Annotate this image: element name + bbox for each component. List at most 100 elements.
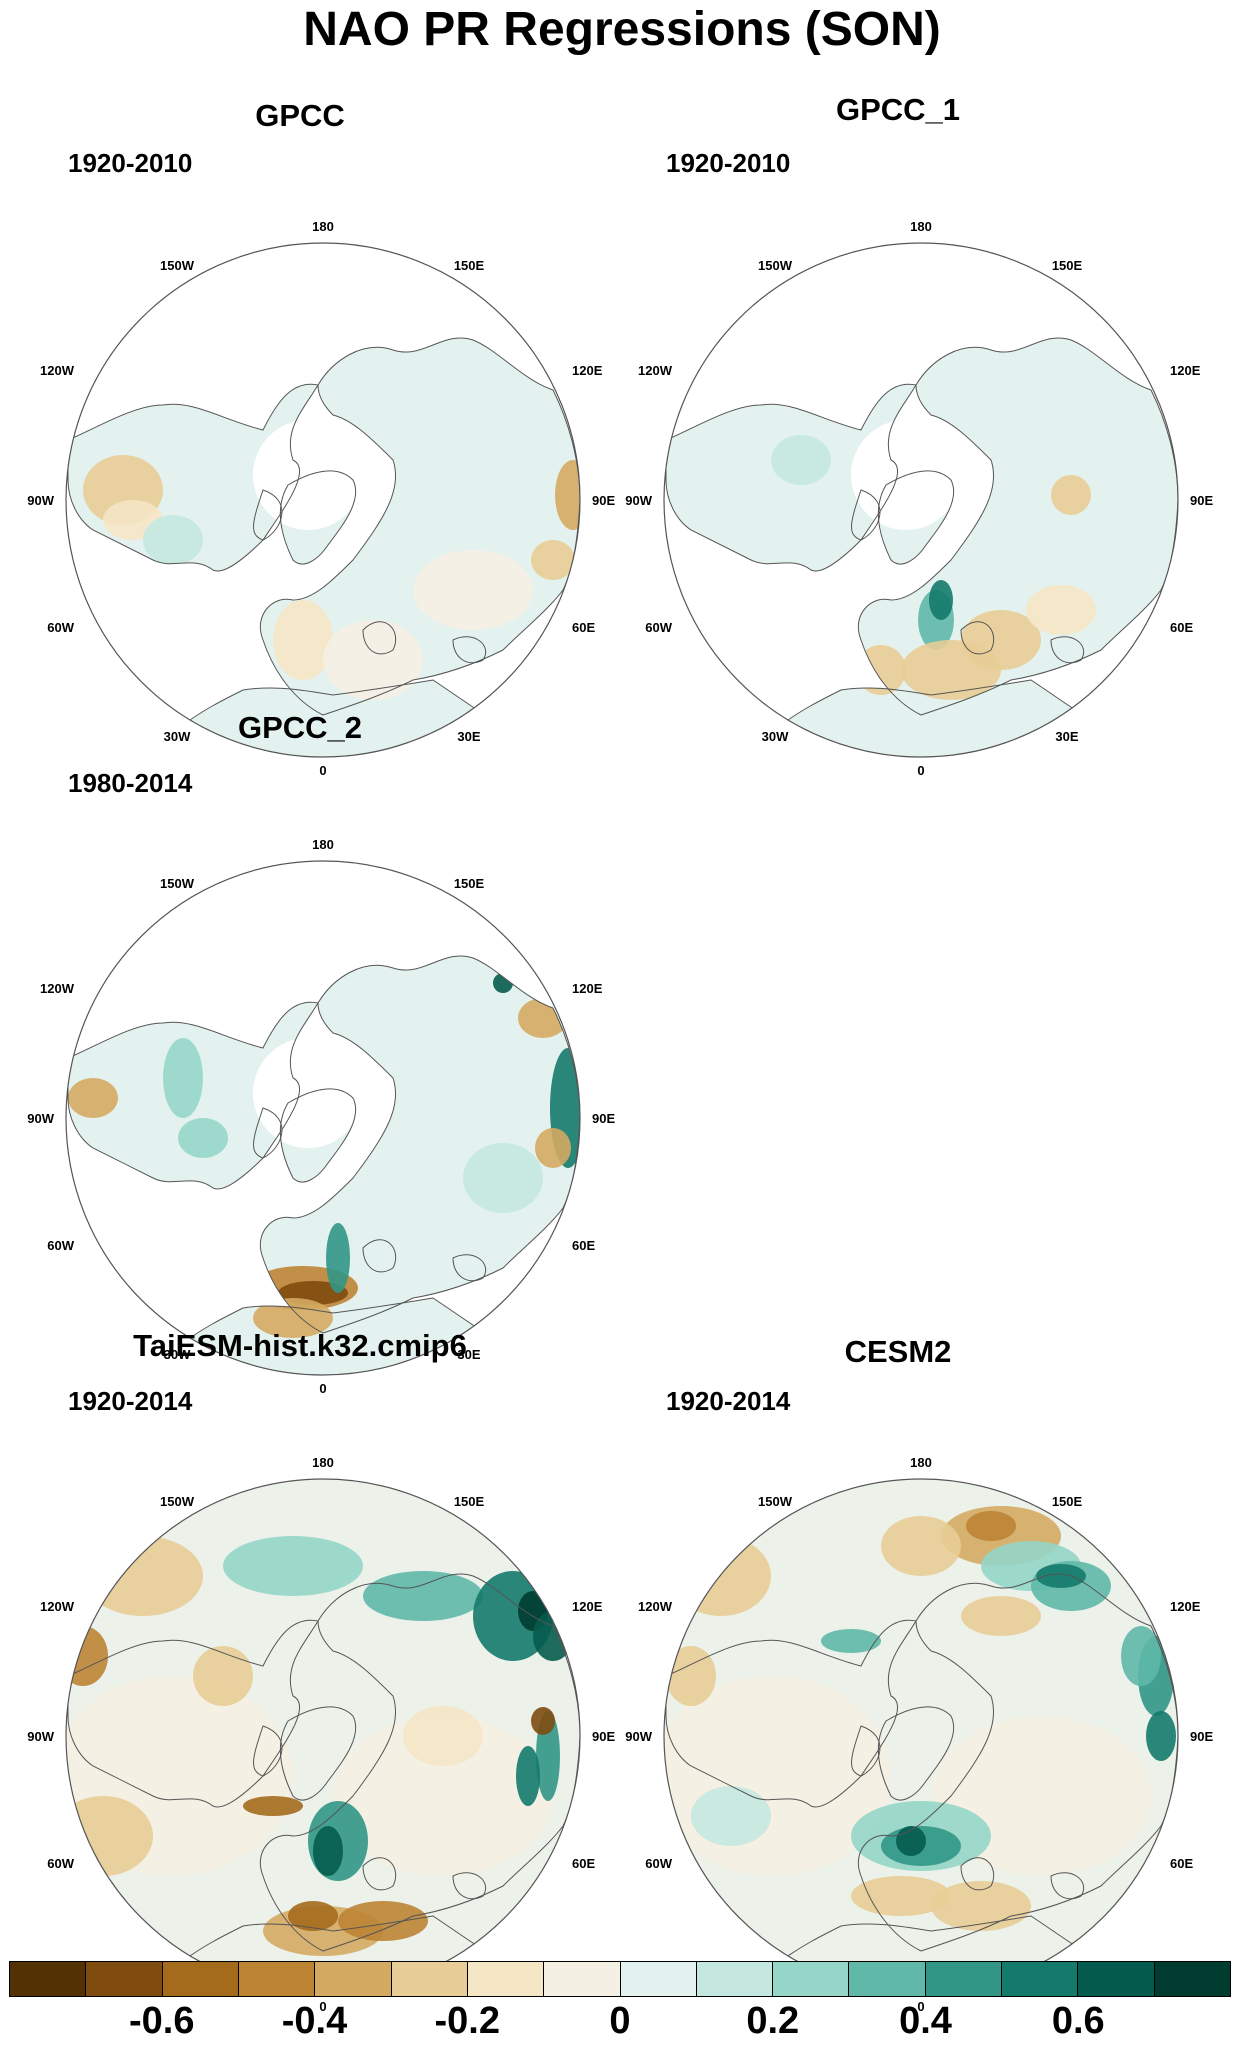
anomaly-patch — [66, 1626, 108, 1686]
longitude-label: 150W — [160, 1494, 195, 1509]
longitude-label: 30E — [1055, 729, 1078, 744]
coastline — [259, 955, 580, 1334]
anomaly-patch — [163, 1038, 203, 1118]
anomaly-patch — [1026, 585, 1096, 635]
anomaly-patch — [1111, 350, 1131, 370]
anomaly-patch — [531, 540, 575, 580]
longitude-label: 0 — [319, 1381, 326, 1396]
colorbar-tick-label: 0.6 — [1051, 2000, 1105, 2042]
anomaly-patch — [463, 1143, 543, 1213]
longitude-label: 60W — [47, 620, 74, 635]
anomaly-patch — [691, 1786, 771, 1846]
longitude-label: 60E — [572, 1238, 595, 1253]
longitude-label: 120E — [572, 981, 603, 996]
longitude-label: 90E — [592, 1729, 615, 1744]
longitude-label: 180 — [910, 1455, 932, 1470]
anomaly-patch — [273, 600, 333, 680]
colorbar-swatch — [620, 1962, 697, 1996]
colorbar-swatch — [773, 1962, 850, 1996]
longitude-label: 120E — [572, 363, 603, 378]
anomaly-patch — [223, 1536, 363, 1596]
longitude-label: 120W — [40, 1599, 75, 1614]
longitude-label: 150E — [454, 876, 485, 891]
longitude-label: 120E — [572, 1599, 603, 1614]
anomaly-patch — [363, 1571, 483, 1621]
longitude-label: 90W — [27, 1729, 54, 1744]
map-panel-cesm2: CESM2 1920-2014 180090W90E150W120W60W30W… — [598, 1318, 1213, 2014]
coastline — [362, 1857, 397, 1891]
longitude-label: 60E — [1170, 1856, 1193, 1871]
colorbar-tick-label: 0 — [609, 2000, 631, 2042]
anomaly-patch — [493, 973, 513, 993]
longitude-label: 0 — [319, 1999, 326, 2014]
map-boundary — [65, 860, 581, 1376]
longitude-label: 90E — [1190, 493, 1213, 508]
longitude-label: 120W — [638, 363, 673, 378]
coastline — [877, 470, 955, 565]
longitude-label: 120W — [40, 363, 75, 378]
longitude-label: 60W — [645, 620, 672, 635]
coastline — [259, 1573, 580, 1952]
panel-period: 1920-2014 — [68, 1386, 193, 1416]
anomaly-patch — [531, 1707, 555, 1735]
figure-title: NAO PR Regressions (SON) — [303, 3, 941, 56]
coastline — [279, 470, 357, 565]
longitude-label: 180 — [312, 837, 334, 852]
colorbar-swatch — [238, 1962, 316, 1996]
anomaly-patch — [253, 1298, 333, 1338]
anomaly-patch — [881, 1516, 961, 1576]
colorbar-tick-label: -0.2 — [434, 2000, 500, 2042]
longitude-label: 150E — [454, 1494, 485, 1509]
anomaly-patch — [961, 1596, 1041, 1636]
longitude-label: 90W — [27, 1111, 54, 1126]
colorbar-swatch — [925, 1962, 1003, 1996]
map-boundary — [65, 242, 581, 758]
longitude-label: 90E — [1190, 1729, 1213, 1744]
colorbar-swatch — [1078, 1962, 1155, 1996]
colorbar — [9, 1961, 1231, 1997]
panel-title: CESM2 — [844, 1334, 952, 1369]
anomaly-patch — [929, 580, 953, 620]
longitude-label: 150W — [758, 1494, 793, 1509]
anomaly-patch — [535, 1128, 571, 1168]
coastline — [857, 337, 1178, 716]
coastline — [851, 1725, 881, 1777]
coastline — [960, 1857, 995, 1891]
anomaly-patch — [851, 1876, 951, 1916]
longitude-label: 30E — [457, 1347, 480, 1362]
anomaly-patch — [398, 318, 448, 342]
anomaly-patch — [178, 1118, 228, 1158]
map-panel-gpcc2: GPCC_2 1980-2014 180 0 90W 90E 150W 120W 60W 30… — [0, 700, 615, 1396]
anomaly-patch — [666, 1646, 716, 1706]
longitude-label: 120E — [1170, 363, 1201, 378]
coastline — [452, 636, 487, 664]
longitude-label: 150E — [1052, 258, 1083, 273]
colorbar-swatch — [10, 1962, 87, 1996]
panel-title: TaiESM-hist.k32.cmip6 — [133, 1328, 467, 1363]
longitude-label: 90W — [625, 1729, 652, 1744]
longitude-label: 90W — [27, 493, 54, 508]
longitude-label: 0 — [319, 763, 326, 778]
longitude-label: 120W — [638, 1599, 673, 1614]
anomaly-patch — [1036, 1564, 1086, 1588]
anomaly-patch — [83, 1536, 203, 1616]
anomaly-patch — [143, 515, 203, 565]
longitude-label: 90W — [625, 493, 652, 508]
colorbar-swatch — [696, 1962, 774, 1996]
colorbar-swatch — [1002, 1962, 1079, 1996]
coastline — [279, 1088, 357, 1183]
coastline — [452, 1254, 487, 1282]
anomaly-patch — [966, 1511, 1016, 1541]
longitude-label: 30W — [164, 729, 191, 744]
panel-period: 1920-2010 — [68, 148, 193, 178]
map-boundary — [663, 242, 1179, 758]
longitude-label: 180 — [312, 1455, 334, 1470]
coastline — [362, 621, 397, 655]
longitude-label: 30E — [457, 729, 480, 744]
longitude-label: 150W — [160, 258, 195, 273]
anomaly-patch — [1121, 1626, 1161, 1686]
anomaly-patch — [326, 1223, 350, 1293]
